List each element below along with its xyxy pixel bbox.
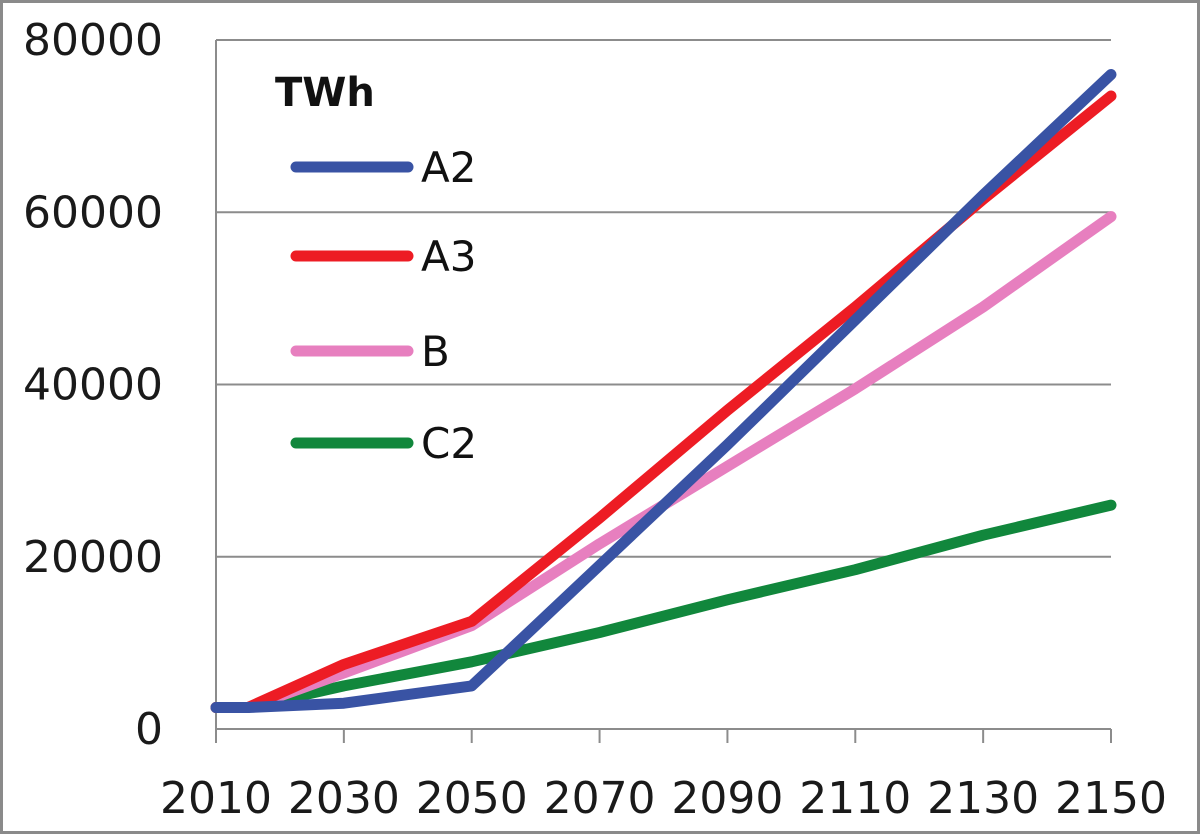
y-tick-label: 60000 <box>23 187 163 238</box>
series-lines <box>210 69 1117 713</box>
legend-title: TWh <box>275 70 375 116</box>
x-tick-label: 2030 <box>288 773 400 824</box>
x-tick-label: 2050 <box>416 773 528 824</box>
series-line-a2 <box>210 69 1117 713</box>
legend: TWh A2 A3 B C2 <box>275 70 477 468</box>
legend-label-a2: A2 <box>421 143 476 192</box>
legend-label-c2: C2 <box>421 419 477 468</box>
y-tick-label: 40000 <box>23 360 163 411</box>
x-tick-label: 2090 <box>671 773 783 824</box>
x-tick-label: 2150 <box>1055 773 1167 824</box>
legend-label-b: B <box>421 327 450 376</box>
y-tick-label: 80000 <box>23 15 163 66</box>
x-tick-label: 2130 <box>927 773 1039 824</box>
x-tick-label: 2010 <box>160 773 272 824</box>
x-tick-label: 2110 <box>799 773 911 824</box>
x-tick-label: 2070 <box>544 773 656 824</box>
x-axis-ticks: 2010 2030 2050 2070 2090 2110 2130 2150 <box>160 729 1167 824</box>
y-axis-ticks: 0 20000 40000 60000 80000 <box>23 15 163 755</box>
y-tick-label: 0 <box>135 704 163 755</box>
series-line-c2 <box>210 499 1117 713</box>
y-tick-label: 20000 <box>23 532 163 583</box>
axes <box>215 40 1111 730</box>
legend-label-a3: A3 <box>421 232 476 281</box>
gridlines <box>216 39 1111 558</box>
